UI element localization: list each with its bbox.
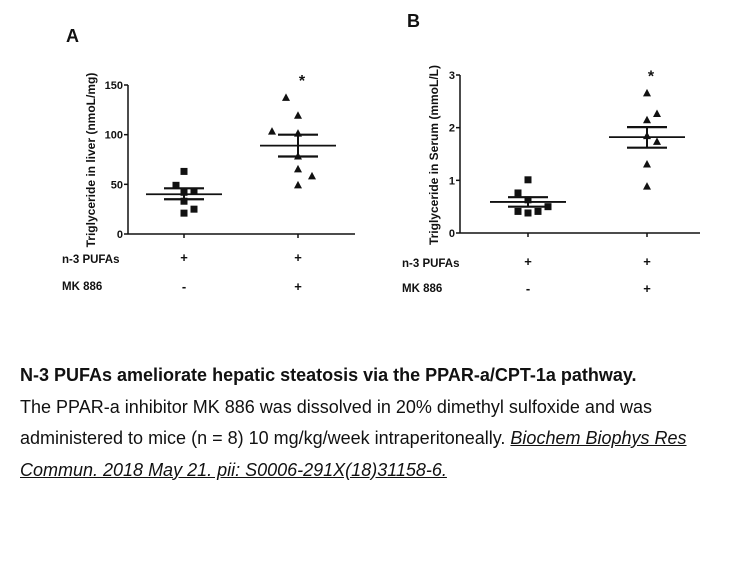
y-tick-label: 100 (105, 130, 123, 142)
data-point-triangle (294, 164, 302, 173)
y-tick-label: 0 (449, 228, 455, 240)
y-tick-label: 2 (449, 123, 455, 135)
data-point-square (180, 197, 188, 205)
data-point-triangle (294, 111, 302, 119)
data-point-square (180, 209, 188, 217)
data-point-square (514, 207, 522, 215)
data-point-triangle (268, 127, 276, 135)
data-point-triangle (653, 109, 661, 117)
data-point-triangle (643, 182, 651, 190)
data-point-square (172, 181, 180, 189)
significance-marker: * (299, 73, 306, 90)
mk886-sign: + (294, 279, 302, 294)
n3-pufas-sign: + (294, 250, 302, 265)
y-tick-label: 1 (449, 175, 455, 187)
n3-pufas-sign: + (643, 254, 651, 269)
n3-pufas-sign: + (524, 254, 532, 269)
panel-label: B (407, 11, 420, 31)
row-label: n-3 PUFAs (402, 258, 460, 270)
caption-body: The PPAR-a inhibitor MK 886 was dissolve… (20, 396, 652, 449)
data-point-square (524, 209, 532, 217)
n3-pufas-sign: + (180, 250, 188, 265)
mk886-sign: - (182, 279, 186, 294)
y-tick-label: 3 (449, 70, 455, 82)
data-point-square (190, 187, 198, 195)
y-tick-label: 0 (117, 229, 123, 241)
y-axis-label: Triglyceride in Serum (mmoL/L) (427, 65, 441, 245)
citation-link[interactable]: Biochem Biophys Res Commun. 2018 May 21.… (20, 428, 687, 480)
data-point-square (190, 205, 198, 213)
data-point-triangle (294, 180, 302, 189)
panel-label: A (66, 26, 79, 46)
data-point-square (524, 176, 532, 184)
data-point-triangle (308, 171, 316, 180)
data-point-square (514, 189, 522, 197)
data-point-triangle (282, 93, 290, 101)
mk886-sign: + (643, 281, 651, 296)
row-label: MK 886 (402, 283, 442, 295)
row-label: MK 886 (62, 281, 102, 293)
figure-caption: N-3 PUFAs ameliorate hepatic steatosis v… (20, 360, 750, 486)
data-point-square (180, 167, 188, 175)
data-point-triangle (643, 160, 651, 168)
data-point-triangle (643, 88, 651, 97)
data-point-square (534, 207, 542, 215)
y-axis-label: Triglyceride in liver (nmoL/mg) (84, 73, 98, 248)
significance-marker: * (648, 68, 655, 85)
data-point-triangle (643, 115, 651, 124)
figure-charts: A Triglyceride in liver (nmoL/mg) 0 50 100 15… (62, 11, 700, 296)
caption-title: N-3 PUFAs ameliorate hepatic steatosis v… (20, 365, 637, 385)
mk886-sign: - (526, 281, 530, 296)
row-label: n-3 PUFAs (62, 254, 120, 266)
y-tick-label: 50 (111, 179, 123, 191)
y-tick-label: 150 (105, 80, 123, 92)
data-point-triangle (653, 137, 661, 145)
